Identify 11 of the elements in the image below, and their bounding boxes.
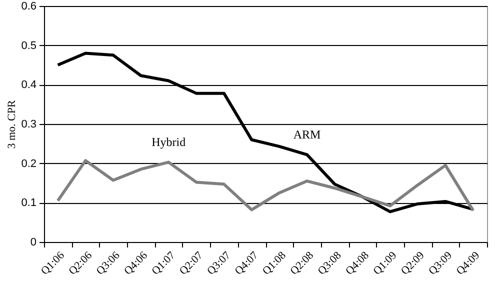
y-axis-title: 3 mo. CPR [6,100,18,149]
y-tick-label: 0.2 [21,158,36,170]
y-tick-label: 0.6 [21,0,36,12]
y-tick-label: 0.3 [21,118,36,130]
series-label: Hybrid [152,135,186,150]
y-tick-label: 0.5 [21,40,36,52]
y-tick-label: 0.1 [21,197,36,210]
y-tick-label: 0 [30,236,36,248]
series-label: ARM [293,128,322,142]
line-series [56,159,475,212]
y-tick-label: 0.4 [21,79,36,92]
